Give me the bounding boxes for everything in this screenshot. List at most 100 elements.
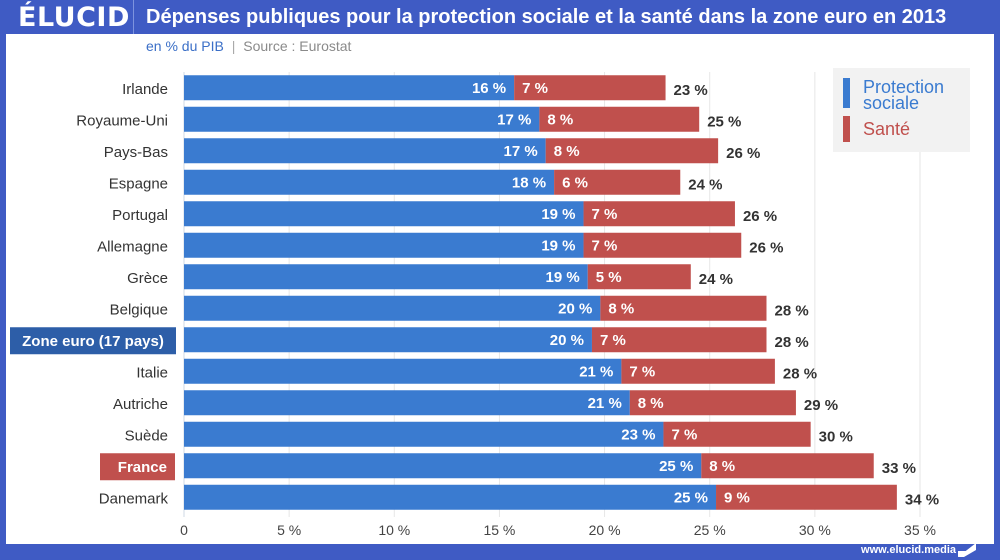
data-label-sante: 7 % (592, 206, 618, 223)
category-label: Autriche (113, 396, 168, 413)
bar-protection-sociale (184, 390, 630, 416)
bar-sante (583, 232, 742, 258)
data-label-protection-sociale: 18 % (512, 174, 546, 191)
category-label: Danemark (99, 490, 169, 507)
category-label: Espagne (109, 175, 168, 192)
bar-sante (583, 201, 735, 227)
data-label-total: 25 % (707, 113, 741, 130)
elucid-flag-icon (958, 543, 976, 557)
category-label: Zone euro (17 pays) (22, 333, 164, 350)
x-tick-label: 20 % (589, 522, 621, 538)
category-label: Italie (136, 364, 168, 381)
bar-protection-sociale (184, 106, 540, 132)
bar-sante (554, 169, 681, 195)
bar-protection-sociale (184, 264, 588, 290)
x-tick-label: 30 % (799, 522, 831, 538)
bar-protection-sociale (184, 327, 592, 353)
bar-protection-sociale (184, 421, 664, 447)
data-label-sante: 8 % (554, 143, 580, 160)
bar-sante (701, 453, 874, 479)
bar-protection-sociale (184, 232, 584, 258)
data-label-sante: 5 % (596, 269, 622, 286)
data-label-total: 26 % (743, 208, 777, 225)
elucid-logo: ÉLUCID (18, 2, 130, 33)
footer-url: www.elucid.media (861, 544, 956, 556)
bar-protection-sociale (184, 295, 601, 321)
bar-protection-sociale (184, 169, 555, 195)
category-label: Pays-Bas (104, 144, 168, 161)
legend-label-protection-sociale: Protection sociale (863, 77, 945, 113)
data-label-total: 26 % (749, 239, 783, 256)
bar-sante (514, 75, 666, 101)
legend-swatch-sante (843, 116, 850, 142)
data-label-protection-sociale: 20 % (550, 332, 584, 349)
bar-protection-sociale (184, 453, 702, 479)
source-label: Source : Eurostat (243, 38, 352, 54)
chart-subtitle: en % du PIB | Source : Eurostat (146, 38, 351, 54)
data-label-total: 30 % (819, 428, 853, 445)
category-label: France (118, 459, 167, 476)
bar-protection-sociale (184, 484, 717, 510)
bar-sante (591, 327, 767, 353)
bar-sante (545, 138, 719, 164)
x-tick-label: 15 % (483, 522, 515, 538)
legend-swatch-protection-sociale (843, 78, 850, 108)
data-label-sante: 7 % (671, 426, 697, 443)
data-label-total: 29 % (804, 397, 838, 414)
legend: Protection sociale Santé (833, 68, 970, 152)
data-label-protection-sociale: 17 % (503, 143, 537, 160)
data-label-total: 28 % (774, 302, 808, 319)
data-label-total: 28 % (783, 365, 817, 382)
data-label-protection-sociale: 16 % (472, 80, 506, 97)
data-label-total: 26 % (726, 145, 760, 162)
category-label: Royaume-Uni (76, 112, 168, 129)
legend-label-line1: Protection (863, 77, 945, 97)
data-label-protection-sociale: 17 % (497, 111, 531, 128)
data-label-protection-sociale: 21 % (579, 363, 613, 380)
data-label-sante: 7 % (522, 80, 548, 97)
bar-protection-sociale (184, 201, 584, 227)
data-label-sante: 8 % (709, 458, 735, 475)
data-label-total: 34 % (905, 491, 939, 508)
category-highlight (10, 327, 176, 355)
category-label: Portugal (112, 207, 168, 224)
data-label-sante: 8 % (547, 111, 573, 128)
chart-title: Dépenses publiques pour la protection so… (146, 6, 947, 28)
bar-sante (621, 358, 775, 384)
data-label-sante: 8 % (608, 300, 634, 317)
subtitle-separator: | (231, 38, 236, 54)
x-tick-label: 0 (180, 522, 188, 538)
category-highlight (100, 453, 175, 481)
bar-sante (716, 484, 897, 510)
bar-protection-sociale (184, 138, 546, 164)
x-tick-label: 35 % (904, 522, 936, 538)
category-label: Suède (125, 427, 168, 444)
x-tick-label: 25 % (694, 522, 726, 538)
data-label-sante: 7 % (592, 237, 618, 254)
data-label-total: 28 % (774, 334, 808, 351)
x-tick-label: 10 % (378, 522, 410, 538)
legend-label-sante: Santé (863, 119, 911, 139)
category-label: Allemagne (97, 238, 168, 255)
data-label-total: 24 % (688, 176, 722, 193)
category-label: Belgique (110, 301, 168, 318)
data-label-sante: 7 % (629, 363, 655, 380)
bar-protection-sociale (184, 358, 622, 384)
data-label-sante: 7 % (600, 332, 626, 349)
x-tick-label: 5 % (277, 522, 301, 538)
data-label-total: 23 % (674, 82, 708, 99)
data-label-sante: 9 % (724, 489, 750, 506)
bar-protection-sociale (184, 75, 515, 101)
bar-sante (587, 264, 691, 290)
bar-sante (629, 390, 796, 416)
data-label-protection-sociale: 25 % (659, 458, 693, 475)
data-label-protection-sociale: 19 % (546, 269, 580, 286)
legend-label-line2: sociale (863, 93, 920, 113)
bar-sante (663, 421, 811, 447)
data-label-protection-sociale: 19 % (541, 206, 575, 223)
header-bar: ÉLUCID Dépenses publiques pour la protec… (0, 0, 1000, 36)
bar-sante (539, 106, 700, 132)
bar-sante (600, 295, 767, 321)
data-label-sante: 6 % (562, 174, 588, 191)
data-label-total: 24 % (699, 271, 733, 288)
